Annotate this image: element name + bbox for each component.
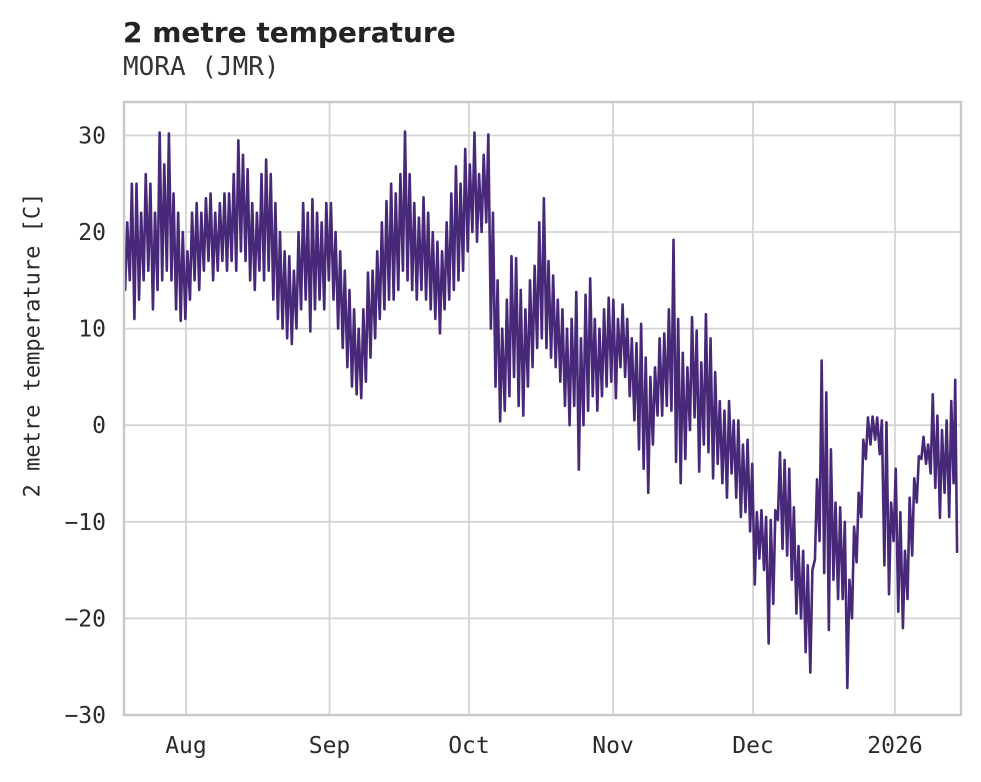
y-tick-label: 0	[92, 413, 106, 439]
y-tick-label: 30	[78, 123, 106, 149]
y-tick-label: −30	[64, 703, 106, 729]
temperature-series-line	[124, 130, 959, 690]
y-tick-label: −20	[64, 606, 106, 632]
y-tick-label: −10	[64, 510, 106, 536]
x-tick-label: Aug	[165, 733, 207, 759]
plot-border	[122, 100, 963, 717]
x-tick-label: 2026	[867, 733, 922, 759]
chart-subtitle: MORA (JMR)	[123, 52, 280, 82]
y-tick-label: 20	[78, 220, 106, 246]
x-tick-label: Nov	[592, 733, 634, 759]
x-tick-label: Oct	[448, 733, 490, 759]
x-tick-label: Sep	[309, 733, 351, 759]
chart-title: 2 metre temperature	[123, 16, 456, 49]
y-tick-label: 10	[78, 317, 106, 343]
x-tick-label: Dec	[732, 733, 774, 759]
